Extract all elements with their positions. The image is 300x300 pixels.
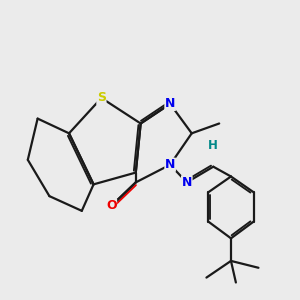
Text: N: N xyxy=(165,158,175,171)
Text: N: N xyxy=(165,98,175,110)
Text: H: H xyxy=(208,139,218,152)
Text: N: N xyxy=(182,176,192,189)
Text: S: S xyxy=(97,92,106,104)
Text: O: O xyxy=(106,200,116,212)
